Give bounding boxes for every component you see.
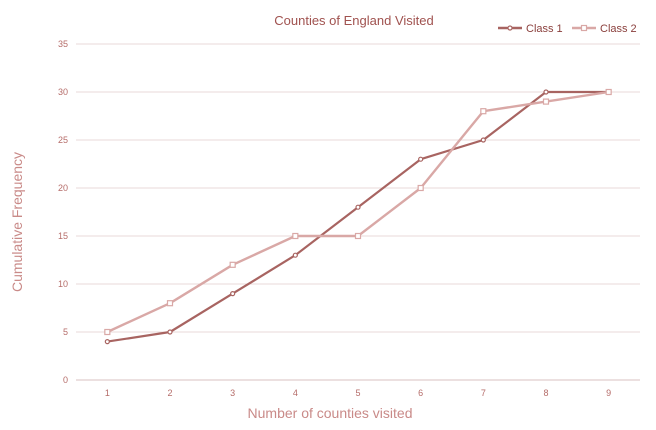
legend-marker: [507, 25, 513, 31]
data-point: [417, 184, 424, 192]
y-tick-label: 15: [58, 231, 68, 241]
y-tick-label: 0: [63, 375, 68, 385]
legend-label: Class 1: [526, 23, 563, 35]
x-tick-label: 5: [355, 388, 360, 398]
data-point: [104, 328, 111, 336]
x-tick-label: 2: [167, 388, 172, 398]
data-point: [292, 232, 299, 240]
chart-title: Counties of England Visited: [274, 13, 433, 28]
series-lines: [104, 88, 612, 345]
x-axis-label: Number of counties visited: [248, 405, 413, 421]
x-tick-label: 1: [105, 388, 110, 398]
data-point: [104, 339, 110, 345]
legend-label: Class 2: [600, 23, 637, 35]
y-axis-label: Cumulative Frequency: [9, 152, 25, 292]
data-point: [543, 89, 549, 95]
data-point: [354, 232, 362, 240]
data-point: [166, 300, 174, 307]
data-point: [292, 252, 298, 258]
data-point: [480, 137, 486, 143]
legend-marker: [580, 24, 588, 32]
y-tick-label: 35: [58, 39, 68, 49]
y-tick-label: 30: [58, 87, 68, 97]
y-tick-label: 10: [58, 279, 68, 289]
data-point: [355, 204, 361, 210]
x-tick-label: 7: [481, 388, 486, 398]
x-tick-label: 8: [543, 388, 548, 398]
data-point: [542, 98, 550, 105]
y-tick-label: 5: [63, 327, 68, 337]
x-tick-label: 6: [418, 388, 423, 398]
data-point: [418, 156, 424, 162]
x-tick-label: 9: [606, 388, 611, 398]
data-point: [605, 88, 612, 96]
data-point: [229, 261, 236, 268]
x-tick-label: 4: [293, 388, 298, 398]
axes: 0 5 10 15 20 25 30 35 1 2 3 4 5 6 7 8 9: [58, 39, 640, 398]
y-tick-label: 25: [58, 135, 68, 145]
legend: Class 1 Class 2: [498, 23, 637, 35]
data-point: [167, 329, 173, 335]
data-point: [230, 291, 236, 297]
x-tick-label: 3: [230, 388, 235, 398]
data-point: [480, 108, 487, 115]
y-tick-label: 20: [58, 183, 68, 193]
